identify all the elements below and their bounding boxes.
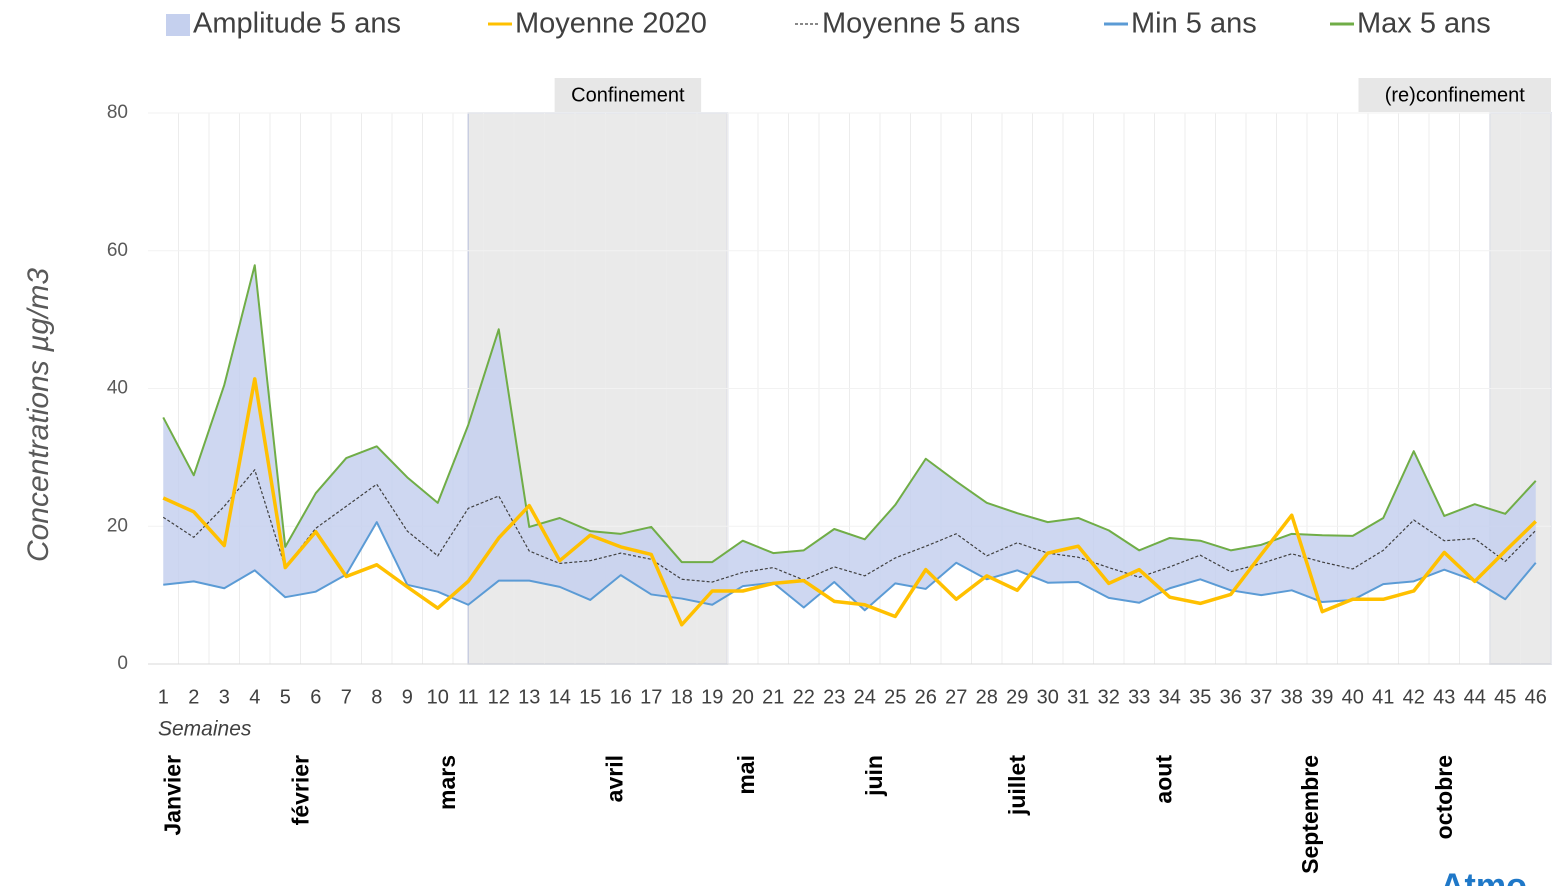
x-tick-label: 32 [1098, 686, 1120, 708]
x-tick-label: 1 [158, 686, 169, 708]
legend-label: Amplitude 5 ans [193, 8, 401, 40]
x-tick-label: 11 [458, 686, 479, 708]
x-tick-label: 36 [1220, 686, 1242, 708]
x-tick-label: 33 [1128, 686, 1150, 708]
x-tick-label: 23 [823, 686, 845, 708]
y-axis-label: Concentrations µg/m3 [22, 268, 55, 562]
x-tick-label: 29 [1006, 686, 1028, 708]
x-tick-label: 19 [701, 686, 723, 708]
x-tick-label: 8 [371, 686, 382, 708]
x-tick-label: 31 [1067, 686, 1089, 708]
x-axis-label: Semaines [158, 718, 252, 741]
x-tick-label: 30 [1037, 686, 1059, 708]
x-tick-label: 37 [1250, 686, 1272, 708]
logo: Atmo [1440, 867, 1527, 886]
period-label: Confinement [571, 84, 685, 106]
x-tick-label: 16 [610, 686, 632, 708]
x-tick-label: 9 [402, 686, 413, 708]
legend-label: Moyenne 5 ans [822, 8, 1020, 40]
month-label: octobre [1431, 755, 1457, 839]
x-tick-label: 21 [762, 686, 784, 708]
legend-item: Moyenne 5 ans [795, 8, 1020, 40]
x-tick-label: 45 [1494, 686, 1516, 708]
month-label: Janvier [159, 755, 185, 836]
x-tick-label: 6 [310, 686, 321, 708]
legend-label: Min 5 ans [1131, 8, 1257, 40]
legend-label: Max 5 ans [1357, 8, 1491, 40]
x-tick-label: 5 [280, 686, 291, 708]
series-line [162, 264, 1537, 564]
month-label: Septembre [1297, 755, 1323, 874]
x-tick-label: 24 [854, 686, 876, 708]
x-tick-label: 7 [341, 686, 352, 708]
x-tick-label: 38 [1281, 686, 1303, 708]
x-tick-label: 20 [732, 686, 754, 708]
month-label: juillet [1004, 755, 1030, 816]
x-tick-label: 15 [579, 686, 601, 708]
x-tick-label: 26 [915, 686, 937, 708]
x-tick-label: 10 [427, 686, 449, 708]
x-tick-label: 13 [518, 686, 540, 708]
x-tick-label: 41 [1372, 686, 1394, 708]
x-tick-label: 17 [640, 686, 662, 708]
series-line [162, 469, 1537, 583]
series-line [163, 521, 1537, 612]
legend-swatch [166, 14, 190, 36]
x-tick-label: 2 [188, 686, 199, 708]
month-label: mai [733, 755, 759, 795]
legend-label: Moyenne 2020 [515, 8, 707, 40]
month-label: juin [861, 755, 887, 797]
legend-item: Moyenne 2020 [488, 8, 707, 40]
y-tick-label: 20 [107, 515, 128, 536]
x-tick-label: 46 [1525, 686, 1547, 708]
amplitude-band [163, 265, 1536, 611]
x-tick-label: 44 [1464, 686, 1486, 708]
y-tick-label: 40 [107, 378, 128, 399]
x-tick-label: 39 [1311, 686, 1333, 708]
y-tick-label: 0 [117, 653, 128, 674]
x-tick-label: 27 [945, 686, 967, 708]
x-tick-label: 34 [1159, 686, 1181, 708]
x-tick-label: 42 [1403, 686, 1425, 708]
x-tick-label: 28 [976, 686, 998, 708]
x-tick-label: 43 [1433, 686, 1455, 708]
x-tick-label: 22 [793, 686, 815, 708]
y-tick-label: 60 [107, 240, 128, 261]
x-tick-label: 25 [884, 686, 906, 708]
x-tick-label: 4 [249, 686, 260, 708]
legend-item: Amplitude 5 ans [166, 8, 401, 40]
period-label-box [1358, 78, 1551, 112]
month-label: aout [1151, 755, 1177, 804]
month-label: avril [602, 755, 628, 802]
month-label: mars [434, 755, 460, 810]
period-label-box [554, 78, 702, 112]
x-tick-label: 3 [219, 686, 230, 708]
x-tick-label: 12 [488, 686, 510, 708]
legend-item: Max 5 ans [1330, 8, 1491, 40]
period-label: (re)confinement [1385, 84, 1526, 106]
x-tick-label: 14 [549, 686, 571, 708]
legend-item: Min 5 ans [1104, 8, 1257, 40]
month-label: février [287, 755, 313, 825]
x-tick-label: 35 [1189, 686, 1211, 708]
series-line [162, 377, 1537, 627]
y-tick-label: 80 [107, 102, 128, 123]
x-tick-label: 40 [1342, 686, 1364, 708]
x-tick-label: 18 [671, 686, 693, 708]
